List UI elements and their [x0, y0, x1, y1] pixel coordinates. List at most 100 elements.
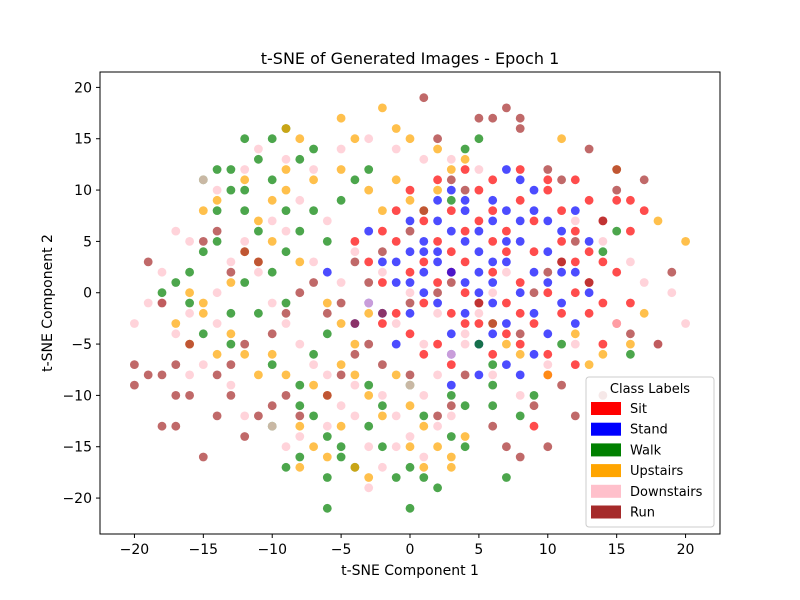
point-run-69 [309, 278, 318, 287]
point-run-3 [143, 370, 153, 380]
point-sit-51 [502, 329, 511, 339]
point-run-48 [378, 308, 387, 318]
point-walk-64 [488, 401, 498, 411]
point-run-50 [433, 288, 442, 298]
point-upstairs-76 [281, 185, 291, 195]
point-stand-70 [474, 370, 484, 380]
point-downstairs-74 [570, 216, 580, 226]
point-walk-0 [240, 134, 250, 144]
point-upstairs-79 [212, 349, 222, 359]
point-walk-47 [446, 432, 456, 441]
point-stand-5 [488, 298, 498, 308]
point-walk-21 [226, 308, 236, 318]
point-stand-25 [557, 226, 566, 236]
point-upstairs-12 [681, 237, 690, 246]
y-tick-label-15: 15 [74, 132, 92, 148]
point-stand-64 [460, 206, 470, 216]
point-upstairs-2 [336, 113, 346, 123]
point-sit-31 [405, 329, 415, 339]
point-downstairs-37 [474, 308, 484, 318]
point-upstairs-37 [309, 442, 318, 452]
point-walk-44 [405, 462, 415, 472]
point-walk-52 [529, 391, 539, 400]
point-upstairs-9 [557, 134, 566, 144]
point-stand-29 [529, 308, 539, 318]
point-run-2 [130, 360, 139, 369]
point-upstairs-72 [364, 473, 374, 482]
point-walk-79 [240, 185, 250, 195]
point-run-10 [212, 411, 222, 421]
point-run-35 [667, 267, 677, 277]
point-walk-50 [502, 473, 511, 482]
point-stand-34 [405, 278, 415, 287]
point-walk-46 [433, 483, 442, 493]
point-run-73 [378, 247, 387, 257]
point-sit-50 [529, 421, 539, 431]
point-downstairs-57 [322, 216, 332, 226]
point-downstairs-54 [240, 237, 250, 246]
point-stand-19 [364, 226, 374, 236]
point-upstairs-60 [322, 298, 332, 308]
point-run-84 [557, 380, 566, 390]
point-stand-20 [502, 165, 511, 174]
point-stand-49 [515, 216, 525, 226]
point-downstairs-40 [240, 165, 250, 174]
point-run-15 [281, 391, 291, 400]
point-run-43 [405, 370, 415, 380]
legend-label-stand: Stand [630, 423, 668, 438]
point-run-23 [419, 93, 429, 103]
point-walk-77 [281, 206, 291, 216]
point-sit-71 [419, 349, 429, 359]
point-sit-30 [419, 257, 429, 267]
point-downstairs-21 [446, 411, 456, 421]
point-sit-37 [391, 206, 401, 216]
point-upstairs-29 [378, 411, 387, 421]
point-run-40 [502, 442, 511, 452]
point-downstairs-81 [336, 278, 346, 287]
point-sit-38 [405, 185, 415, 195]
point-sit-40 [460, 165, 470, 174]
point-stand-42 [460, 195, 470, 205]
point-stand-50 [543, 247, 553, 257]
point-stand-4 [474, 288, 484, 298]
point-stand-22 [488, 195, 498, 205]
point-upstairs-21 [254, 370, 263, 380]
point-stand-10 [488, 216, 498, 226]
point-walk-27 [322, 237, 332, 246]
point-walk-9 [336, 195, 346, 205]
point-run-38 [543, 442, 553, 452]
point-run-41 [488, 421, 498, 431]
point-downstairs-71 [639, 278, 649, 287]
point-upstairs-66 [515, 349, 525, 359]
point-sit-29 [433, 278, 442, 287]
point-downstairs-48 [446, 154, 456, 164]
point-run-11 [226, 391, 236, 400]
point-sit-52 [488, 349, 498, 359]
point-stand-30 [502, 319, 511, 328]
point-walk-60 [419, 411, 429, 421]
point-run-42 [446, 401, 456, 411]
x-tick-label-5: 5 [474, 542, 483, 558]
point-stand-21 [515, 175, 525, 185]
point-sit-36 [378, 226, 387, 236]
y-tick-label--5: −5 [71, 337, 92, 353]
point-run-83 [529, 401, 539, 411]
point-walk-22 [240, 278, 250, 287]
point-upstairs-74 [336, 421, 346, 431]
point-walk-39 [281, 462, 291, 472]
point-stand-6 [502, 257, 511, 267]
point-upstairs-27 [350, 370, 360, 380]
point-downstairs-70 [667, 288, 677, 298]
y-tick-label--20: −20 [62, 491, 92, 507]
point-sit-16 [626, 226, 635, 236]
point-walk-6 [267, 175, 277, 185]
point-stand-16 [405, 308, 415, 318]
point-run-13 [254, 411, 263, 421]
point-run-31 [557, 175, 566, 185]
point-sit-43 [543, 175, 553, 185]
point-run-55 [529, 288, 539, 298]
point-downstairs-19 [419, 452, 429, 462]
point-walk-20 [198, 329, 208, 339]
point-downstairs-2 [171, 226, 181, 236]
point-run-30 [543, 165, 553, 174]
